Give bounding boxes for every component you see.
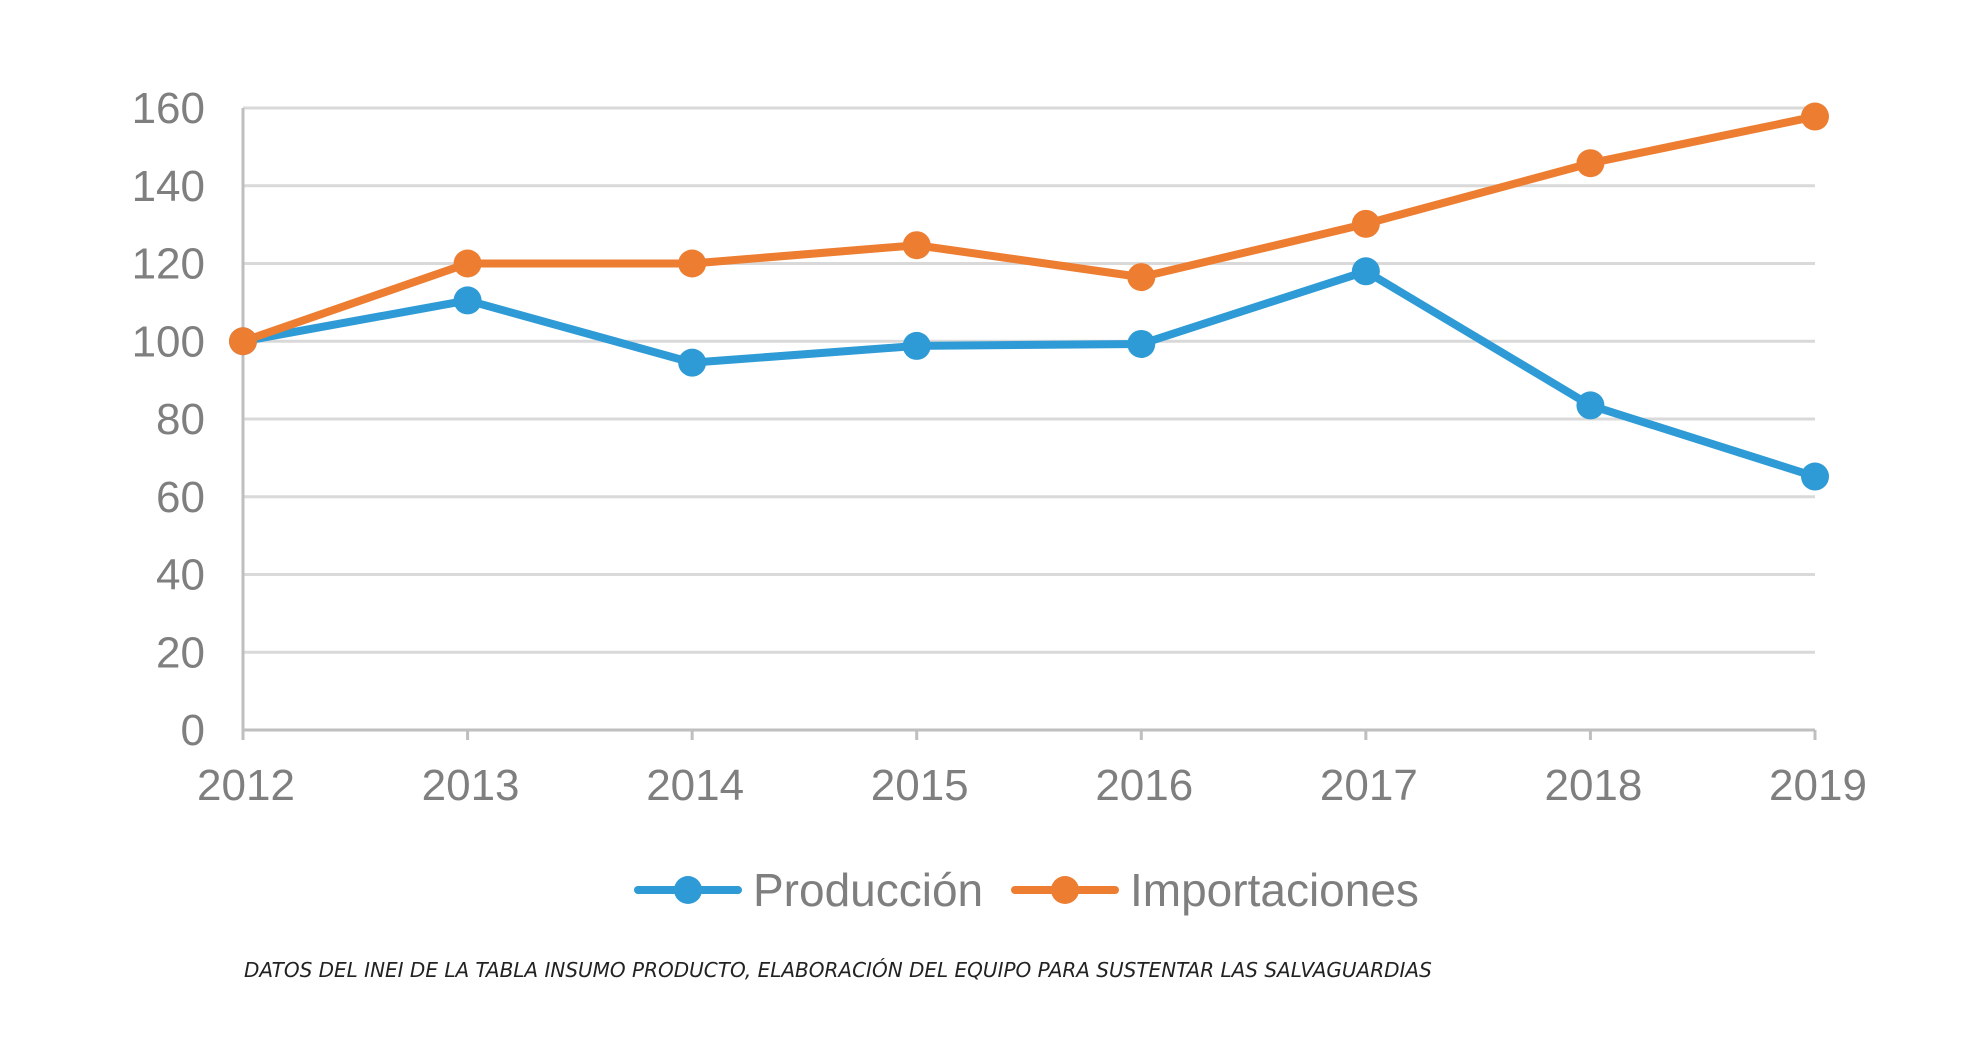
y-tick-label: 0: [181, 706, 205, 755]
source-footnote: DATOS DEL INEI DE LA TABLA INSUMO PRODUC…: [244, 958, 1432, 982]
data-point-importaciones: [678, 249, 707, 278]
data-point-produccion: [1351, 257, 1380, 286]
data-point-importaciones: [229, 327, 257, 356]
x-tick-label: 2014: [646, 761, 744, 810]
series-line-importaciones: [239, 112, 1819, 346]
data-point-produccion: [1801, 462, 1829, 491]
data-point-importaciones: [1351, 209, 1380, 238]
x-tick-label: 2013: [422, 761, 520, 810]
data-point-produccion: [678, 348, 707, 377]
y-tick-label: 40: [156, 551, 205, 600]
data-point-produccion: [1127, 329, 1156, 358]
y-tick-label: 140: [132, 162, 205, 211]
y-tick-label: 160: [132, 84, 205, 133]
data-point-importaciones: [1127, 263, 1156, 292]
grid-lines: [243, 106, 1815, 654]
legend: Producción Importaciones: [634, 864, 1419, 916]
data-point-importaciones: [1801, 102, 1829, 131]
x-tick-label: 2016: [1095, 761, 1193, 810]
x-tick-label: 2019: [1769, 761, 1867, 810]
x-tick-label: 2012: [197, 761, 295, 810]
series-lines: [229, 102, 1829, 491]
data-point-importaciones: [453, 249, 482, 278]
data-point-produccion: [902, 331, 931, 360]
legend-marker-importaciones: [1051, 876, 1079, 904]
data-point-produccion: [1576, 391, 1605, 420]
legend-item-importaciones: Importaciones: [1011, 864, 1419, 916]
y-tick-label: 60: [156, 473, 205, 522]
y-tick-label: 20: [156, 628, 205, 677]
x-tick-label: 2017: [1320, 761, 1418, 810]
x-tick-label: 2015: [871, 761, 969, 810]
y-tick-label: 80: [156, 395, 205, 444]
y-tick-label: 120: [132, 240, 205, 289]
x-axis: 2012 2013 2014 2015 2016 2017 2018 2019: [197, 728, 1867, 810]
legend-label-importaciones: Importaciones: [1130, 864, 1419, 916]
series-line-produccion: [239, 267, 1819, 481]
x-tick-label: 2018: [1544, 761, 1642, 810]
y-axis: 0 20 40 60 80 100 120 140 160: [132, 84, 245, 755]
y-tick-label: 100: [132, 317, 205, 366]
data-point-importaciones: [902, 231, 931, 260]
legend-marker-produccion: [674, 876, 702, 904]
legend-label-produccion: Producción: [753, 864, 983, 916]
data-point-produccion: [453, 286, 482, 315]
data-point-importaciones: [1576, 149, 1605, 178]
legend-item-produccion: Producción: [634, 864, 983, 916]
